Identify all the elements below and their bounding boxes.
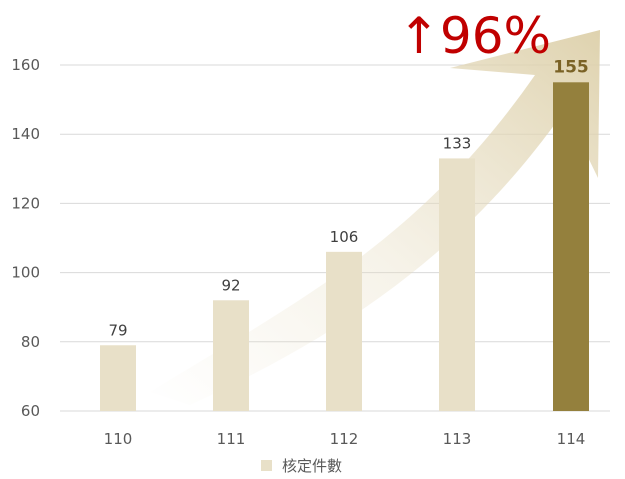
data-label: 79 xyxy=(108,321,127,339)
bar xyxy=(439,158,475,411)
x-axis: 110 111 112 113 114 xyxy=(104,430,586,448)
bar xyxy=(553,82,589,412)
bar xyxy=(100,345,136,411)
x-tick-label: 110 xyxy=(104,430,133,448)
bars xyxy=(100,82,589,412)
legend-swatch xyxy=(261,460,272,471)
data-label: 155 xyxy=(553,57,589,77)
data-label: 106 xyxy=(330,228,359,246)
legend-label: 核定件數 xyxy=(282,457,342,475)
growth-arrow xyxy=(150,30,600,405)
growth-annotation: ↑96% xyxy=(398,7,551,65)
y-tick-label: 160 xyxy=(11,56,40,74)
x-tick-label: 114 xyxy=(557,430,586,448)
y-tick-label: 100 xyxy=(11,264,40,282)
y-tick-label: 140 xyxy=(11,125,40,143)
y-tick-label: 120 xyxy=(11,194,40,212)
x-tick-label: 113 xyxy=(443,430,472,448)
y-tick-label: 80 xyxy=(21,333,40,351)
data-label: 133 xyxy=(443,134,472,152)
bar xyxy=(326,251,362,411)
y-axis: 60 80 100 120 140 160 xyxy=(11,56,40,420)
y-tick-label: 60 xyxy=(21,402,40,420)
x-tick-label: 112 xyxy=(330,430,359,448)
x-tick-label: 111 xyxy=(217,430,246,448)
data-labels: 79 92 106 133 155 xyxy=(108,57,588,339)
data-label: 92 xyxy=(221,276,240,294)
legend: 核定件數 xyxy=(261,457,342,475)
bar xyxy=(213,300,249,411)
